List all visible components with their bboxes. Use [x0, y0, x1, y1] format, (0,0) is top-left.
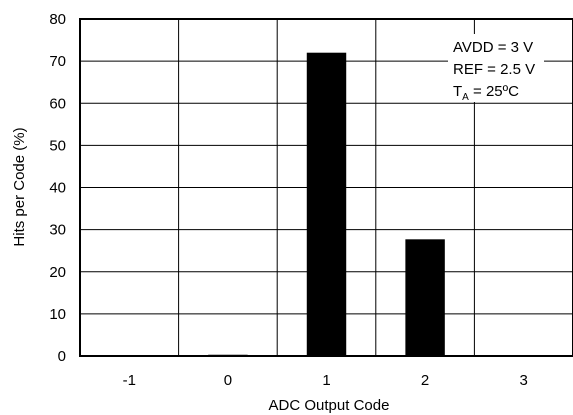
x-tick-labels: -1 0 1 2 3	[123, 372, 528, 389]
x-tick-label: -1	[123, 372, 136, 389]
y-tick-label: 10	[49, 306, 66, 323]
x-axis-title: ADC Output Code	[269, 397, 390, 414]
annotation-line-1: AVDD = 3 V	[453, 39, 533, 56]
y-tick-label: 20	[49, 264, 66, 281]
annotation-line-2: REF = 2.5 V	[453, 61, 535, 78]
bars	[208, 52, 445, 356]
y-tick-label: 70	[49, 53, 66, 70]
conditions-annotation: AVDD = 3 V REF = 2.5 V TA = 25ºC	[448, 34, 544, 103]
y-tick-labels: 0 10 20 30 40 50 60 70 80	[49, 11, 66, 365]
bar-2	[405, 239, 445, 356]
x-tick-label: 2	[421, 372, 429, 389]
y-tick-label: 80	[49, 11, 66, 28]
y-tick-label: 40	[49, 180, 66, 197]
annotation-background	[448, 34, 544, 102]
annotation-line-3: TA = 25ºC	[453, 83, 519, 103]
y-tick-label: 50	[49, 137, 66, 154]
x-tick-label: 0	[224, 372, 232, 389]
y-tick-label: 60	[49, 95, 66, 112]
y-tick-label: 0	[58, 348, 66, 365]
plot-frame	[79, 18, 573, 357]
y-axis-title: Hits per Code (%)	[11, 127, 28, 246]
y-tick-label: 30	[49, 222, 66, 239]
bar-1	[306, 52, 347, 356]
x-tick-label: 3	[520, 372, 528, 389]
x-tick-label: 1	[322, 372, 330, 389]
